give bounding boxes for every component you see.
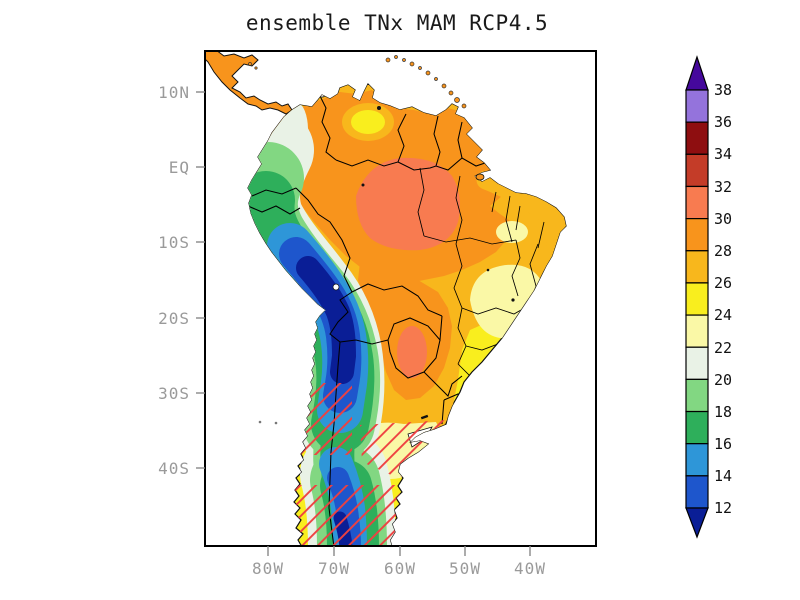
political-borders (248, 95, 489, 546)
colorbar-label: 22 (714, 339, 732, 357)
colorbar-label: 30 (714, 210, 732, 228)
colorbar-segment (685, 218, 709, 252)
x-tick-label: 40W (514, 559, 546, 578)
colorbar-label: 26 (714, 274, 732, 292)
colorbar-segment (685, 185, 709, 220)
colorbar-label: 38 (714, 81, 732, 99)
colorbar: 38 36 34 32 30 28 26 24 22 20 18 16 14 1… (685, 55, 732, 539)
lake-titicaca (332, 283, 340, 291)
colorbar-segment (685, 250, 709, 284)
colorbar-label: 20 (714, 371, 732, 389)
colorbar-segment (685, 121, 709, 155)
y-tick-label: EQ (169, 158, 190, 177)
colorbar-label: 12 (714, 499, 732, 517)
colorbar-label: 28 (714, 242, 732, 260)
y-tick-label: 10S (158, 233, 190, 252)
y-axis: 10N EQ 10S 20S 30S 40S (158, 83, 205, 478)
colorbar-segment (685, 346, 709, 380)
x-tick-label: 50W (449, 559, 481, 578)
colorbar-label: 16 (714, 435, 732, 453)
colorbar-label: 18 (714, 403, 732, 421)
colorbar-segment (685, 89, 709, 123)
colorbar-segment (685, 378, 709, 413)
map-area (205, 51, 596, 546)
colorbar-arrow-bottom (685, 507, 709, 539)
x-tick-label: 70W (318, 559, 350, 578)
x-tick-label: 60W (384, 559, 416, 578)
y-tick-label: 20S (158, 309, 190, 328)
colorbar-segment (685, 410, 709, 445)
colorbar-arrow-top (685, 55, 709, 91)
colorbar-segment (685, 153, 709, 188)
colorbar-label: 14 (714, 467, 732, 485)
plot-title: ensemble TNx MAM RCP4.5 (246, 11, 548, 35)
x-tick-label: 80W (252, 559, 284, 578)
colorbar-label: 36 (714, 113, 732, 131)
y-tick-label: 10N (158, 83, 190, 102)
colorbar-segment (685, 314, 709, 348)
y-tick-label: 30S (158, 384, 190, 403)
marajo-island (475, 173, 485, 181)
colorbar-segment (685, 475, 709, 509)
colorbar-label: 32 (714, 178, 732, 196)
x-axis: 80W 70W 60W 50W 40W (252, 546, 546, 578)
colorbar-segment (685, 443, 709, 477)
colorbar-segment (685, 282, 709, 316)
y-tick-label: 40S (158, 459, 190, 478)
caribbean-islands (248, 55, 467, 109)
colorbar-label: 34 (714, 145, 732, 163)
map-marks (361, 106, 515, 420)
central-america-landmass (205, 51, 293, 115)
pacific-islands (258, 420, 278, 425)
colorbar-label: 24 (714, 306, 732, 324)
